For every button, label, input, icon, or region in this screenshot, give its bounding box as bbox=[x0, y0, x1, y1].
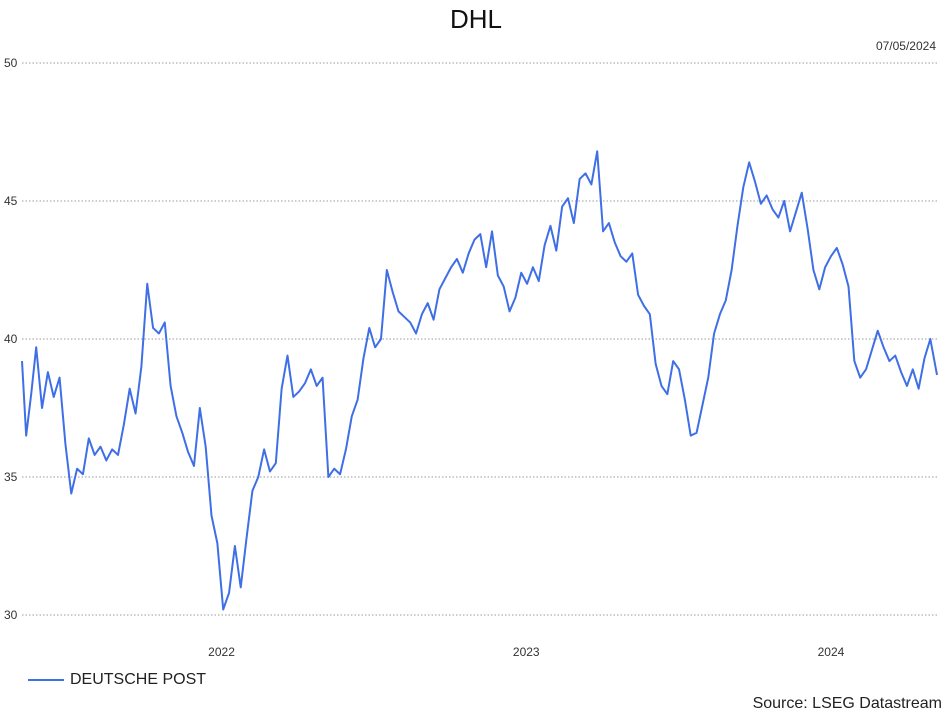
chart-date: 07/05/2024 bbox=[875, 39, 936, 53]
y-tick-label: 50 bbox=[4, 56, 18, 70]
x-axis-ticks: 2022 2023 2024 bbox=[208, 645, 844, 659]
series-line-0 bbox=[21, 150, 938, 611]
chart-title: DHL bbox=[449, 4, 502, 34]
legend: DEUTSCHE POST bbox=[28, 671, 206, 689]
x-tick-label: 2022 bbox=[208, 645, 235, 659]
y-tick-label: 40 bbox=[4, 332, 18, 346]
y-tick-label: 30 bbox=[4, 608, 18, 622]
y-axis-ticks: 30 35 40 45 50 bbox=[4, 56, 18, 622]
y-tick-label: 45 bbox=[4, 194, 18, 208]
x-tick-label: 2023 bbox=[513, 645, 540, 659]
y-tick-label: 35 bbox=[4, 470, 18, 484]
x-tick-label: 2024 bbox=[818, 645, 845, 659]
source-note: Source: LSEG Datastream bbox=[752, 695, 942, 712]
legend-label: DEUTSCHE POST bbox=[70, 671, 207, 688]
series-layer bbox=[21, 150, 938, 611]
legend-swatch bbox=[28, 679, 64, 681]
gridlines bbox=[22, 62, 937, 616]
